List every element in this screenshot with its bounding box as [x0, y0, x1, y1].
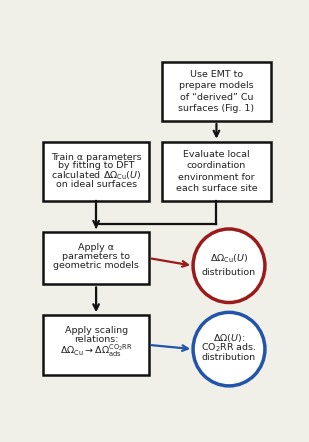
Text: $\Delta\Omega_{\rm Cu} \rightarrow \Delta\Omega_{\rm ads}^{\rm CO_2RR}$: $\Delta\Omega_{\rm Cu} \rightarrow \Delt…: [60, 343, 132, 359]
Text: Evaluate local
coordination
environment for
each surface site: Evaluate local coordination environment …: [176, 150, 257, 193]
FancyBboxPatch shape: [43, 315, 149, 375]
FancyBboxPatch shape: [162, 141, 271, 201]
Ellipse shape: [193, 312, 265, 386]
FancyBboxPatch shape: [43, 141, 149, 201]
Text: CO$_2$RR ads.: CO$_2$RR ads.: [201, 342, 257, 354]
Text: distribution: distribution: [202, 354, 256, 362]
Text: relations:: relations:: [74, 335, 118, 344]
Text: Use EMT to
prepare models
of “derived” Cu
surfaces (Fig. 1): Use EMT to prepare models of “derived” C…: [178, 70, 255, 113]
Text: Train α parameters: Train α parameters: [51, 152, 142, 161]
Text: geometric models: geometric models: [53, 261, 139, 270]
Text: $\Delta\Omega(U)$:: $\Delta\Omega(U)$:: [213, 332, 245, 344]
Text: calculated $\Delta\Omega_{\rm Cu}(U)$: calculated $\Delta\Omega_{\rm Cu}(U)$: [51, 169, 141, 182]
Text: Apply scaling: Apply scaling: [65, 326, 128, 335]
Text: Apply α: Apply α: [78, 244, 114, 252]
Text: parameters to: parameters to: [62, 252, 130, 261]
Text: $\Delta\Omega_{\rm Cu}(U)$: $\Delta\Omega_{\rm Cu}(U)$: [210, 252, 248, 264]
FancyBboxPatch shape: [162, 61, 271, 121]
Text: distribution: distribution: [202, 268, 256, 277]
Ellipse shape: [193, 229, 265, 302]
Text: on ideal surfaces: on ideal surfaces: [56, 180, 137, 190]
Text: by fitting to DFT: by fitting to DFT: [58, 161, 134, 170]
FancyBboxPatch shape: [43, 232, 149, 285]
